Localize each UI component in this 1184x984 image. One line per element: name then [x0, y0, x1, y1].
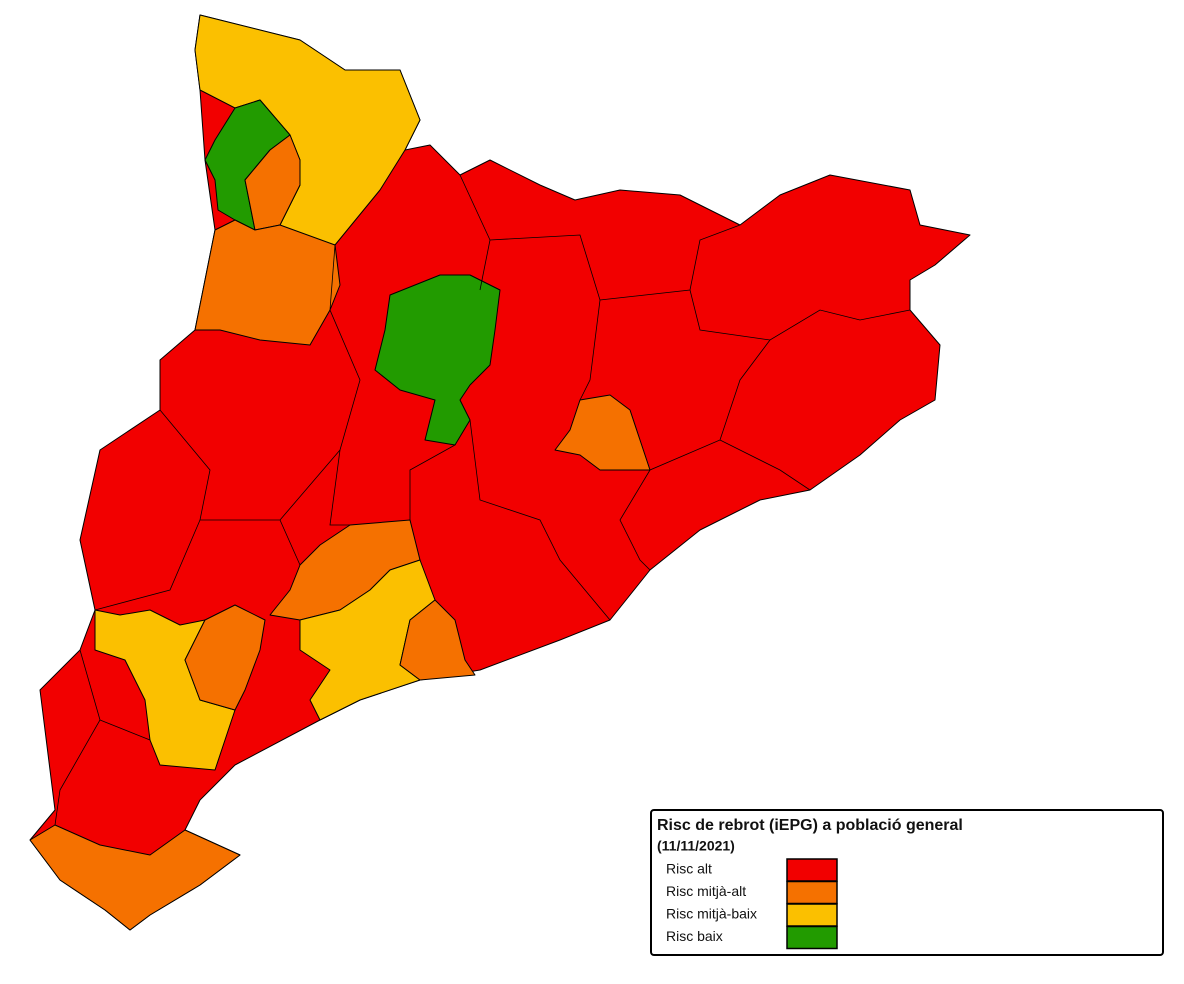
legend-label: Risc mitjà-alt — [666, 883, 746, 899]
legend-swatch — [786, 925, 838, 950]
region — [554, 394, 651, 471]
border — [619, 339, 771, 571]
region — [29, 14, 971, 931]
legend-label: Risc baix — [666, 928, 723, 944]
legend-label: Risc mitjà-baix — [666, 906, 757, 922]
border — [599, 224, 741, 301]
region — [399, 599, 476, 681]
legend: Risc de rebrot (iEPG) a població general… — [650, 809, 1164, 956]
border — [54, 649, 101, 826]
legend-label: Risc alt — [666, 861, 712, 877]
border — [329, 244, 361, 526]
border — [409, 444, 456, 520]
border — [469, 419, 611, 621]
border — [99, 719, 151, 741]
legend-date: (11/11/2021) — [657, 838, 735, 854]
legend-title: Risc de rebrot (iEPG) a població general — [657, 817, 963, 834]
region — [194, 219, 341, 346]
region — [184, 604, 266, 711]
legend-items: Risc alt Risc mitjà-alt Risc mitjà-baix Ris… — [666, 858, 838, 950]
legend-swatch — [786, 903, 838, 927]
border — [689, 289, 911, 341]
regions — [29, 14, 971, 931]
region — [299, 559, 436, 721]
legend-swatch — [786, 858, 838, 882]
border — [94, 519, 201, 611]
region — [29, 824, 241, 931]
legend-swatch — [786, 880, 838, 905]
border — [719, 439, 811, 491]
legend-box — [650, 809, 1164, 956]
region — [374, 274, 501, 446]
internal-borders — [54, 174, 911, 826]
border — [279, 519, 301, 566]
